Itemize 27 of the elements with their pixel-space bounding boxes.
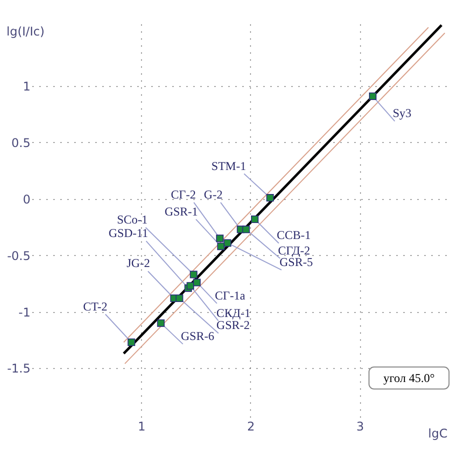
- y-tick-label: 1: [22, 80, 30, 94]
- x-tick-label: 2: [247, 420, 255, 434]
- x-axis-title: lgC: [428, 426, 448, 440]
- annotation: Sy3: [392, 106, 412, 120]
- annotation: СГ-1а: [214, 288, 246, 302]
- x-tick-label: 1: [138, 420, 146, 434]
- y-tick-label: -1: [18, 305, 30, 320]
- annotation: СГ-2: [170, 187, 196, 202]
- x-tick-label: 3: [356, 420, 364, 434]
- annotation: GSD-11: [108, 226, 148, 240]
- annotation: GSR-1: [164, 204, 198, 218]
- annotation: CT-2: [83, 299, 108, 314]
- annotation: ССВ-1: [276, 228, 311, 242]
- annotation: G-2: [204, 187, 223, 202]
- annotation: СГД-2: [278, 243, 310, 258]
- annotation: SCo-1: [116, 212, 148, 227]
- annotation: GSR-2: [216, 318, 250, 332]
- annotation: JG-2: [126, 256, 150, 270]
- y-tick-label: -0.5: [7, 248, 30, 263]
- annotation: STM-1: [211, 158, 246, 173]
- annotation: GSR-6: [180, 329, 214, 344]
- annotation: СКД-1: [216, 306, 251, 320]
- y-axis-title: lg(I/Ic): [6, 24, 45, 38]
- annotation: угол 45.0°: [383, 371, 435, 385]
- y-tick-label: 0.5: [11, 136, 30, 150]
- y-tick-label: 0: [22, 192, 30, 206]
- y-tick-label: -1.5: [7, 362, 30, 376]
